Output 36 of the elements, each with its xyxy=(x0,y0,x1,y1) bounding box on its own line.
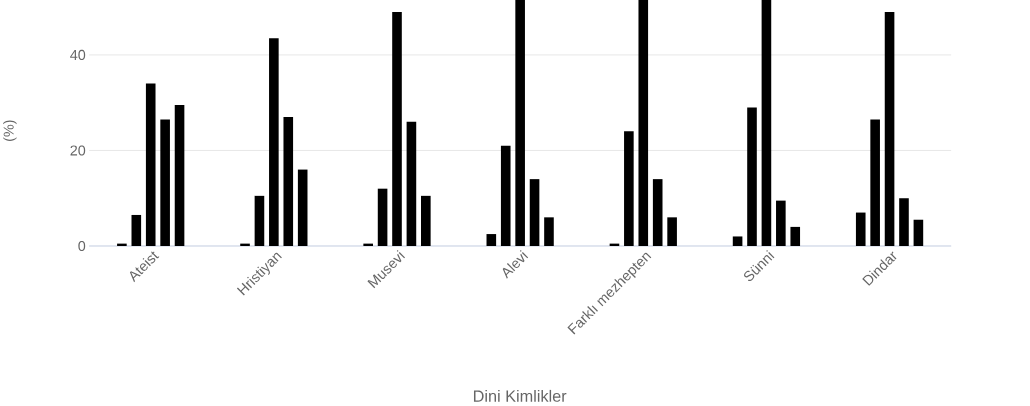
bar xyxy=(392,11,402,246)
y-tick-label: 20 xyxy=(70,145,86,156)
bar xyxy=(283,116,294,246)
bar xyxy=(855,212,866,246)
bar xyxy=(732,236,743,246)
y-tick-label: 0 xyxy=(78,240,86,251)
y-tick-label: 40 xyxy=(70,49,86,60)
bar xyxy=(747,107,757,246)
bar xyxy=(515,0,525,246)
bar xyxy=(254,195,265,246)
y-axis-title: (%) xyxy=(3,120,17,141)
bar xyxy=(297,169,308,246)
bar xyxy=(377,188,388,246)
bar xyxy=(500,145,511,246)
bar xyxy=(776,200,786,246)
bar xyxy=(486,233,497,246)
bar xyxy=(624,131,634,246)
bar xyxy=(269,37,279,246)
bar xyxy=(544,217,554,246)
bar xyxy=(638,0,649,246)
bar xyxy=(160,119,170,246)
bar xyxy=(174,104,185,246)
bar xyxy=(790,226,801,246)
bar xyxy=(899,198,909,246)
bar xyxy=(529,178,540,246)
bar xyxy=(406,121,417,246)
bar xyxy=(913,219,924,246)
bar xyxy=(652,178,663,246)
bar xyxy=(761,0,772,246)
bar xyxy=(421,195,431,246)
bar xyxy=(667,217,677,246)
x-axis-title: Dini Kimlikler xyxy=(473,389,567,402)
bar xyxy=(870,119,880,246)
bar xyxy=(884,11,895,246)
bar xyxy=(145,83,156,246)
bar xyxy=(131,214,142,246)
